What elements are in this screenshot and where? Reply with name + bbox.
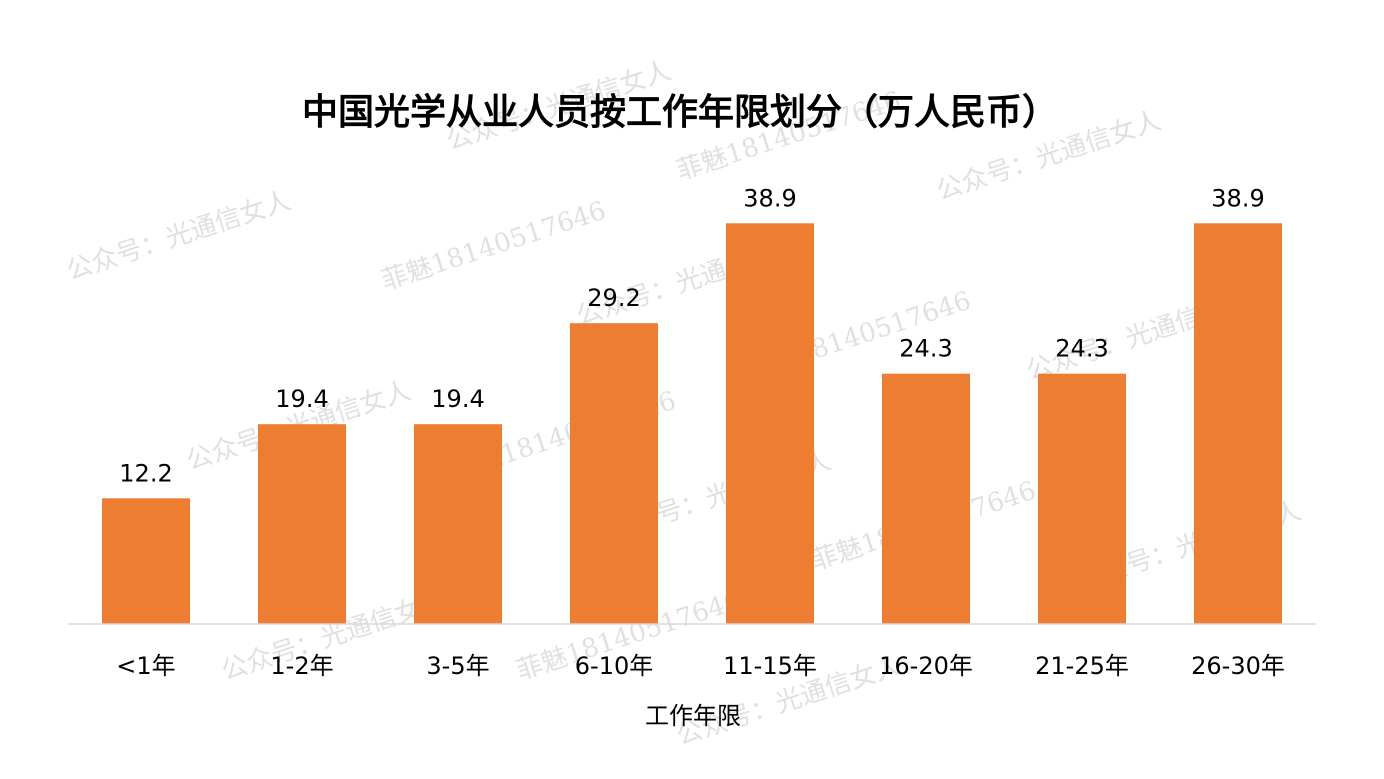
x-tick-label-7: 26-30年	[1191, 652, 1285, 680]
x-tick-label-1: 1-2年	[270, 652, 333, 680]
data-label-6: 24.3	[1055, 335, 1108, 363]
data-label-3: 29.2	[587, 284, 640, 312]
bars-layer: 12.2 19.4 19.4 29.2 38.9 24.3 24.3 38.9	[102, 184, 1282, 625]
x-tick-label-4: 11-15年	[723, 652, 817, 680]
chart-title: 中国光学从业人员按工作年限划分（万人民币）	[302, 91, 1058, 133]
data-label-7: 38.9	[1211, 184, 1264, 212]
watermark-text: 公众号：光通信女人	[63, 186, 295, 287]
bar-4	[726, 223, 814, 625]
x-tick-label-5: 16-20年	[879, 652, 973, 680]
bar-7	[1194, 223, 1282, 625]
x-tick-label-3: 6-10年	[575, 652, 653, 680]
x-axis-title: 工作年限	[645, 702, 741, 730]
data-label-5: 24.3	[899, 335, 952, 363]
data-label-2: 19.4	[431, 385, 484, 413]
x-tick-label-6: 21-25年	[1035, 652, 1129, 680]
x-tick-label-0: <1年	[116, 652, 175, 680]
bar-0	[102, 498, 190, 624]
bar-5	[882, 373, 970, 624]
data-label-1: 19.4	[275, 385, 328, 413]
watermark-text: 菲魅18140517646	[378, 196, 610, 297]
bar-1	[258, 424, 346, 624]
data-label-0: 12.2	[119, 459, 172, 487]
data-label-4: 38.9	[743, 184, 796, 212]
bar-2	[414, 424, 502, 624]
bar-6	[1038, 373, 1126, 624]
x-tick-labels: <1年 1-2年 3-5年 6-10年 11-15年 16-20年 21-25年 26-30年	[116, 652, 1285, 680]
bar-3	[570, 323, 658, 624]
x-tick-label-2: 3-5年	[426, 652, 489, 680]
